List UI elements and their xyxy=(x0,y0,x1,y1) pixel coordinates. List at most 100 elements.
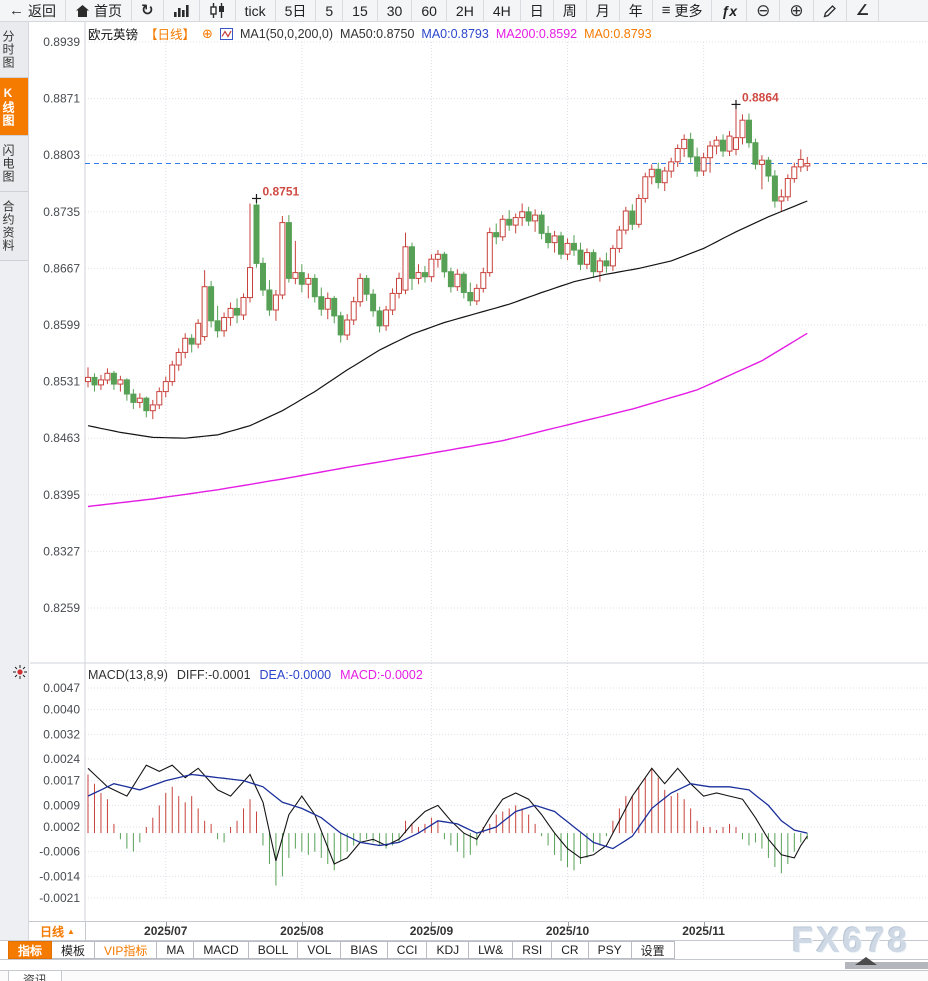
toolbar-zoom-out[interactable]: ⊖ xyxy=(747,0,781,21)
toolbar-period-day[interactable]: 日 xyxy=(521,0,554,21)
indicator-tab-cci[interactable]: CCI xyxy=(387,941,428,959)
bottom-strip xyxy=(0,957,928,970)
month-gridlines xyxy=(165,42,705,898)
month-tick xyxy=(703,922,705,926)
menu-icon: ≡ xyxy=(661,2,671,19)
ma-settings: MA1(50,0,200,0) xyxy=(239,26,334,41)
indicator-tab-kdj[interactable]: KDJ xyxy=(427,941,470,959)
toolbar-period-4h[interactable]: 4H xyxy=(484,0,521,21)
toolbar-home-label: 首页 xyxy=(94,2,122,19)
toolbar-back[interactable]: ← 返回 xyxy=(0,0,66,21)
svg-text:0.8751: 0.8751 xyxy=(262,184,299,198)
toolbar-period-15[interactable]: 15 xyxy=(343,0,378,21)
indicator-tab-macd[interactable]: MACD xyxy=(194,941,249,959)
sidebar-tab-time-chart[interactable]: 分时图 xyxy=(0,22,28,78)
svg-text:0.0002: 0.0002 xyxy=(43,820,80,834)
chart-header: 欧元英镑 【日线】 ⊕ MA1(50,0,200,0) MA50:0.8750 … xyxy=(88,24,652,43)
toolbar-angle-tool[interactable]: ∠ xyxy=(847,0,880,21)
candlestick-icon xyxy=(209,2,226,19)
svg-text:0.8327: 0.8327 xyxy=(43,544,80,558)
angle-icon: ∠ xyxy=(855,2,870,19)
toolbar-volume-chart[interactable] xyxy=(164,0,200,21)
indicator-tab-vol[interactable]: VOL xyxy=(298,941,342,959)
toolbar-period-60[interactable]: 60 xyxy=(412,0,447,21)
ma200-line xyxy=(87,332,808,508)
month-tick xyxy=(567,922,569,926)
toolbar-period-5d[interactable]: 5日 xyxy=(276,0,317,21)
indicator-tab-ma[interactable]: MA xyxy=(157,941,195,959)
svg-text:0.0032: 0.0032 xyxy=(43,727,80,741)
svg-text:0.8463: 0.8463 xyxy=(43,431,80,445)
toolbar-draw[interactable] xyxy=(814,0,847,21)
indicator-tab-psy[interactable]: PSY xyxy=(588,941,632,959)
toolbar-period-month-label: 月 xyxy=(595,2,610,19)
toolbar-more[interactable]: ≡ 更多 xyxy=(653,0,713,21)
indicator-toolbar: 指标 模板 VIP指标 MA MACD BOLL VOL BIAS CCI KDJ LW& RSI CR… xyxy=(0,940,928,960)
sidebar-tab-lightning-chart[interactable]: 闪电图 xyxy=(0,136,28,192)
month-tick xyxy=(431,922,433,926)
pencil-icon xyxy=(823,3,837,19)
tab-news[interactable]: 资讯 xyxy=(8,971,62,981)
svg-text:0.8667: 0.8667 xyxy=(43,261,80,275)
toolbar-period-30[interactable]: 30 xyxy=(378,0,413,21)
indicator-tab-vip[interactable]: VIP指标 xyxy=(95,941,158,959)
toolbar-period-5-label: 5 xyxy=(325,2,334,19)
toolbar-refresh[interactable]: ↻ xyxy=(132,0,164,21)
add-overlay-icon[interactable]: ⊕ xyxy=(202,25,213,41)
triangle-up-icon: ▲ xyxy=(67,926,75,936)
svg-text:0.8531: 0.8531 xyxy=(43,375,80,389)
toolbar-home[interactable]: 首页 xyxy=(66,0,132,21)
indicator-settings-icon[interactable] xyxy=(13,665,27,684)
mini-chart-icon[interactable] xyxy=(219,27,233,41)
volume-bars-icon xyxy=(173,3,190,19)
macd-diff-value: DIFF:-0.0001 xyxy=(176,668,251,682)
toolbar-period-5[interactable]: 5 xyxy=(316,0,344,21)
macd-settings: MACD(13,8,9) xyxy=(88,668,168,682)
toolbar-kline-style[interactable] xyxy=(200,0,236,21)
toolbar-back-label: 返回 xyxy=(28,2,56,19)
indicator-tab-bias[interactable]: BIAS xyxy=(341,941,388,959)
toolbar-period-week[interactable]: 周 xyxy=(554,0,587,21)
svg-text:0.8871: 0.8871 xyxy=(43,92,80,106)
svg-text:0.0024: 0.0024 xyxy=(43,752,80,766)
indicator-tab-rsi[interactable]: RSI xyxy=(513,941,553,959)
macd-grid xyxy=(85,687,928,899)
ma50-value: MA50:0.8750 xyxy=(340,26,415,41)
month-tick xyxy=(165,922,167,926)
svg-text:-0.0014: -0.0014 xyxy=(39,869,80,883)
toolbar-period-2h[interactable]: 2H xyxy=(447,0,484,21)
scrollbar-arrow-icon[interactable] xyxy=(855,957,877,965)
indicator-tab-[interactable]: 模板 xyxy=(52,941,96,959)
symbol-name: 欧元英镑 xyxy=(88,28,139,42)
indicator-tab-lw[interactable]: LW& xyxy=(469,941,514,959)
toolbar-formula[interactable]: ƒx xyxy=(712,0,748,21)
formula-icon: ƒx xyxy=(721,2,738,19)
svg-text:0.0047: 0.0047 xyxy=(43,681,80,695)
svg-text:0.8259: 0.8259 xyxy=(43,601,80,615)
svg-text:0.8599: 0.8599 xyxy=(43,318,80,332)
toolbar-period-year[interactable]: 年 xyxy=(620,0,653,21)
period-selector[interactable]: 日线 ▲ xyxy=(30,922,86,940)
refresh-icon: ↻ xyxy=(141,2,154,19)
svg-text:0.8864: 0.8864 xyxy=(742,90,779,104)
toolbar-period-day-label: 日 xyxy=(529,2,544,19)
toolbar-period-tick[interactable]: tick xyxy=(236,0,276,21)
sidebar-tab-contract-info[interactable]: 合约资料 xyxy=(0,192,28,261)
toolbar-zoom-in[interactable]: ⊕ xyxy=(780,0,814,21)
toolbar-period-month[interactable]: 月 xyxy=(587,0,620,21)
sidebar-tab-kline-chart[interactable]: K线图 xyxy=(0,78,28,136)
toolbar-period-tick-label: tick xyxy=(244,2,266,19)
zoom-in-icon: ⊕ xyxy=(789,0,804,20)
indicator-tab-cr[interactable]: CR xyxy=(552,941,589,959)
indicator-tab-[interactable]: 指标 xyxy=(8,941,53,959)
svg-text:-0.0006: -0.0006 xyxy=(39,845,80,859)
toolbar-period-15-label: 15 xyxy=(352,2,368,19)
indicator-tab-[interactable]: 设置 xyxy=(631,941,675,959)
indicator-tab-boll[interactable]: BOLL xyxy=(248,941,299,959)
chart-canvas[interactable]: 0.8939 0.8871 0.8803 0.8735 0.8667 0.8599 0.85… xyxy=(30,22,928,921)
ma200-value: MA200:0.8592 xyxy=(495,26,578,41)
date-label: 2025/07 xyxy=(144,924,188,938)
macd-axis: 0.0047 0.0040 0.0032 0.0024 0.0017 0.0009 0.00… xyxy=(39,681,80,905)
horizontal-scrollbar[interactable] xyxy=(845,962,928,969)
main-grid xyxy=(85,41,928,609)
